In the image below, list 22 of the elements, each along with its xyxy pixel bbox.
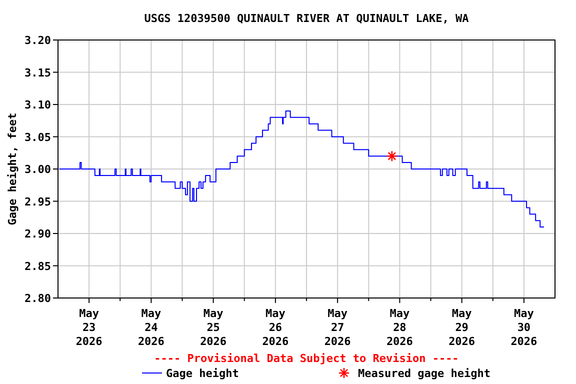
x-tick-label: May 23 2026: [76, 307, 103, 348]
chart-title: USGS 12039500 QUINAULT RIVER AT QUINAULT LAKE, WA: [144, 12, 470, 25]
x-tick-label: May 26 2026: [262, 307, 290, 348]
x-tick-label: May 30 2026: [510, 307, 538, 348]
y-tick-label: 2.95: [24, 195, 51, 208]
legend-label: Gage height: [166, 367, 239, 380]
y-tick-label: 2.85: [24, 260, 51, 273]
x-tick-label: May 29 2026: [448, 307, 476, 348]
y-tick-label: 2.80: [24, 292, 51, 305]
y-tick-label: 3.00: [24, 163, 51, 176]
y-tick-label: 3.15: [24, 66, 51, 80]
y-tick-label: 2.90: [24, 228, 51, 240]
legend-label: Measured gage height: [358, 367, 490, 380]
y-tick-label: 3.10: [24, 98, 51, 112]
x-tick-label: May 25 2026: [200, 307, 227, 348]
x-tick-label: May 27 2026: [324, 307, 352, 348]
y-axis-title: Gage height, feet: [6, 112, 19, 226]
y-tick-label: 3.05: [24, 130, 51, 144]
y-tick-label: 3.20: [24, 34, 51, 47]
text: ---- Provisional Data Subject to Revision ----: [154, 352, 459, 365]
x-tick-label: May 28 2026: [386, 307, 414, 348]
x-tick-label: May 24 2026: [138, 307, 165, 348]
